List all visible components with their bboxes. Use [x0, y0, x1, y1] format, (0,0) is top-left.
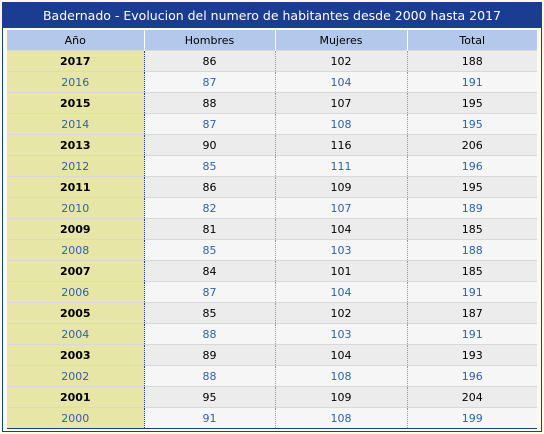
- table-row: 2003 89 104 193: [7, 344, 537, 366]
- women-cell: 101: [275, 260, 408, 282]
- total-cell: 196: [407, 365, 537, 387]
- year-cell: 2016: [7, 71, 145, 93]
- table-row: 2008 85 103 188: [7, 239, 537, 261]
- men-cell: 84: [144, 260, 276, 282]
- table-row: 2009 81 104 185: [7, 218, 537, 240]
- table-row: 2011 86 109 195: [7, 176, 537, 198]
- column-header-year: Año: [7, 30, 145, 51]
- men-cell: 87: [144, 71, 276, 93]
- women-cell: 104: [275, 344, 408, 366]
- women-cell: 104: [275, 281, 408, 303]
- table-row: 2000 91 108 199: [7, 407, 537, 429]
- table-row: 2002 88 108 196: [7, 365, 537, 387]
- women-cell: 103: [275, 323, 408, 345]
- year-cell: 2000: [7, 407, 145, 429]
- year-cell: 2008: [7, 239, 145, 261]
- year-cell: 2004: [7, 323, 145, 345]
- year-cell: 2003: [7, 344, 145, 366]
- men-cell: 85: [144, 302, 276, 324]
- women-cell: 109: [275, 386, 408, 408]
- table-row: 2006 87 104 191: [7, 281, 537, 303]
- year-cell: 2010: [7, 197, 145, 219]
- women-cell: 108: [275, 365, 408, 387]
- men-cell: 88: [144, 92, 276, 114]
- men-cell: 81: [144, 218, 276, 240]
- table-row: 2012 85 111 196: [7, 155, 537, 177]
- total-cell: 191: [407, 323, 537, 345]
- men-cell: 88: [144, 365, 276, 387]
- total-cell: 189: [407, 197, 537, 219]
- total-cell: 187: [407, 302, 537, 324]
- total-cell: 196: [407, 155, 537, 177]
- total-cell: 195: [407, 92, 537, 114]
- total-cell: 191: [407, 71, 537, 93]
- women-cell: 104: [275, 218, 408, 240]
- men-cell: 88: [144, 323, 276, 345]
- table-row: 2004 88 103 191: [7, 323, 537, 345]
- table-row: 2001 95 109 204: [7, 386, 537, 408]
- year-cell: 2001: [7, 386, 145, 408]
- men-cell: 82: [144, 197, 276, 219]
- year-cell: 2007: [7, 260, 145, 282]
- table-header-row: Año Hombres Mujeres Total: [7, 30, 537, 51]
- table-row: 2007 84 101 185: [7, 260, 537, 282]
- year-cell: 2009: [7, 218, 145, 240]
- total-cell: 185: [407, 218, 537, 240]
- year-cell: 2006: [7, 281, 145, 303]
- total-cell: 188: [407, 50, 537, 72]
- men-cell: 85: [144, 239, 276, 261]
- women-cell: 104: [275, 71, 408, 93]
- total-cell: 188: [407, 239, 537, 261]
- men-cell: 86: [144, 176, 276, 198]
- year-cell: 2014: [7, 113, 145, 135]
- year-cell: 2005: [7, 302, 145, 324]
- table-row: 2017 86 102 188: [7, 50, 537, 72]
- total-cell: 185: [407, 260, 537, 282]
- women-cell: 116: [275, 134, 408, 156]
- women-cell: 102: [275, 50, 408, 72]
- total-cell: 206: [407, 134, 537, 156]
- table-row: 2016 87 104 191: [7, 71, 537, 93]
- women-cell: 111: [275, 155, 408, 177]
- total-cell: 191: [407, 281, 537, 303]
- year-cell: 2002: [7, 365, 145, 387]
- column-header-men: Hombres: [144, 30, 276, 51]
- year-cell: 2017: [7, 50, 145, 72]
- men-cell: 86: [144, 50, 276, 72]
- total-cell: 193: [407, 344, 537, 366]
- women-cell: 108: [275, 407, 408, 429]
- total-cell: 195: [407, 113, 537, 135]
- men-cell: 95: [144, 386, 276, 408]
- women-cell: 109: [275, 176, 408, 198]
- table-row: 2013 90 116 206: [7, 134, 537, 156]
- men-cell: 87: [144, 281, 276, 303]
- women-cell: 103: [275, 239, 408, 261]
- women-cell: 108: [275, 113, 408, 135]
- year-cell: 2012: [7, 155, 145, 177]
- total-cell: 199: [407, 407, 537, 429]
- men-cell: 87: [144, 113, 276, 135]
- men-cell: 91: [144, 407, 276, 429]
- column-header-total: Total: [407, 30, 537, 51]
- table-title: Badernado - Evolucion del numero de habi…: [3, 3, 541, 28]
- year-cell: 2015: [7, 92, 145, 114]
- table-row: 2005 85 102 187: [7, 302, 537, 324]
- women-cell: 107: [275, 197, 408, 219]
- men-cell: 85: [144, 155, 276, 177]
- total-cell: 204: [407, 386, 537, 408]
- year-cell: 2013: [7, 134, 145, 156]
- table-row: 2010 82 107 189: [7, 197, 537, 219]
- population-table: Año Hombres Mujeres Total 2017 86 102 188 20…: [7, 30, 537, 429]
- men-cell: 90: [144, 134, 276, 156]
- table-row: 2015 88 107 195: [7, 92, 537, 114]
- table-row: 2014 87 108 195: [7, 113, 537, 135]
- total-cell: 195: [407, 176, 537, 198]
- column-header-women: Mujeres: [275, 30, 408, 51]
- men-cell: 89: [144, 344, 276, 366]
- women-cell: 107: [275, 92, 408, 114]
- women-cell: 102: [275, 302, 408, 324]
- year-cell: 2011: [7, 176, 145, 198]
